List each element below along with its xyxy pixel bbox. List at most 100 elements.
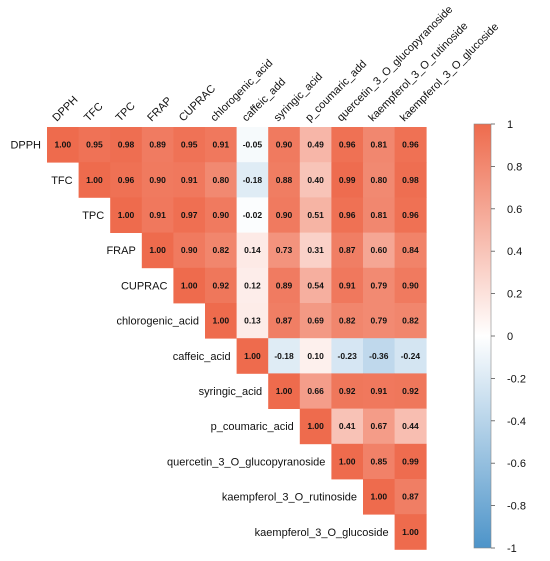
heatmap-cell [205,232,237,269]
heatmap-cell [268,303,301,339]
cell-value-label: 1.00 [213,316,230,326]
row-label-kaempferol-3-o-rutinoside: kaempferol_3_O_rutinoside [222,492,357,504]
heatmap-cell [331,232,364,269]
cell-value-label: 0.12 [244,280,261,290]
cell-value-label: 0.87 [339,245,356,255]
cell-value-label: -0.05 [243,140,263,150]
cell-value-label: 0.66 [307,386,324,396]
heatmap-cell [236,267,269,304]
row-label-kaempferol-3-o-glucoside: kaempferol_3_O_glucoside [255,527,389,539]
heatmap-cell [363,408,395,445]
heatmap-cell [173,162,206,198]
heatmap-cell [363,162,395,198]
row-label-cuprac: CUPRAC [121,280,168,292]
heatmap-cell [141,127,174,163]
heatmap-cell [236,232,269,269]
cell-value-label: 0.82 [402,316,419,326]
heatmap-cell [110,197,143,233]
heatmap-cell [363,303,395,339]
heatmap-cell [299,197,332,233]
heatmap-cell [394,373,427,409]
heatmap-cell [205,267,237,304]
row-labels: DPPH TFC TPC FRAP CUPRAC chlorogenic_acidcaff… [10,140,388,539]
cell-value-label: 0.90 [181,245,198,255]
heatmap-cell [141,232,174,269]
column-label-frap: FRAP [145,95,174,124]
cell-value-label: 0.92 [339,386,356,396]
row-label-frap: FRAP [106,245,135,257]
heatmap-cell [78,127,111,163]
cell-value-label: 0.95 [86,140,103,150]
cell-value-label: 0.91 [149,210,166,220]
cell-value-label: 0.79 [371,316,388,326]
column-label-dpph: DPPH [50,94,80,124]
heatmap-cell [173,197,206,233]
heatmap-cell [331,338,364,374]
cell-value-label: 0.31 [307,245,324,255]
heatmap-cell [394,408,427,445]
heatmap-cell [363,232,395,269]
heatmap-cell [47,127,79,163]
color-scale-tick-label: -1 [507,543,517,555]
cell-value-label: 0.87 [402,492,419,502]
cell-value-label: 0.13 [244,316,261,326]
color-scale-tick-label: 0 [507,331,513,343]
heatmap-cell [268,338,301,374]
heatmap-cell [268,373,301,409]
cell-value-label: -0.36 [369,351,389,361]
heatmap-cell [363,373,395,409]
cell-value-label: 0.99 [402,456,419,466]
heatmap-cell [205,162,237,198]
heatmap-cell [299,127,332,163]
heatmap-cell [363,479,395,515]
color-scale-tick-label: 1 [507,119,513,131]
heatmap-cell [331,127,364,163]
heatmap-cell [141,162,174,198]
heatmap-cell [363,338,395,374]
cell-value-label: 0.96 [339,210,356,220]
cell-value-label: 0.80 [371,175,388,185]
cell-value-label: 0.79 [371,280,388,290]
heatmap-cell [299,162,332,198]
color-scale-tick-label: 0.6 [507,204,522,216]
heatmap-cell [394,267,427,304]
cell-value-label: 0.96 [402,140,419,150]
heatmap-cell [299,303,332,339]
cell-value-label: 0.90 [276,140,293,150]
color-scale-tick-label: -0.8 [507,501,526,513]
cell-value-label: 1.00 [244,351,261,361]
heatmap-cell [299,373,332,409]
heatmap-cell [331,373,364,409]
heatmap-cell [236,162,269,198]
cell-value-label: 0.98 [402,175,419,185]
heatmap-cell [363,443,395,480]
heatmap-cell [394,338,427,374]
cell-value-label: 0.90 [213,210,230,220]
heatmap-cell [394,303,427,339]
heatmap-cell [394,162,427,198]
cell-value-label: 0.67 [371,421,388,431]
heatmap-cell [331,267,364,304]
heatmap-cell [173,232,206,269]
heatmap-cell [363,197,395,233]
cell-value-label: 0.60 [371,245,388,255]
heatmap-cell [363,267,395,304]
cell-value-label: 0.81 [371,210,388,220]
heatmap-cell [331,162,364,198]
color-scale-tick-label: 0.4 [507,246,522,258]
cell-value-label: 0.91 [339,280,356,290]
row-label-syringic-acid: syringic_acid [199,386,263,398]
cell-value-label: 1.00 [181,280,198,290]
cell-value-label: -0.18 [274,351,294,361]
row-label-caffeic-acid: caffeic_acid [173,351,231,363]
cell-value-label: 1.00 [307,421,324,431]
color-scale-tick-label: -0.4 [507,416,526,428]
cell-value-label: 0.82 [213,245,230,255]
heatmap-cell [299,408,332,445]
heatmap-cell [110,162,143,198]
cell-value-label: 0.97 [181,210,198,220]
column-labels: DPPH TFC TPC FRAP CUPRACchlorogenic_acidcaff… [50,4,501,124]
row-label-p-coumaric-acid: p_coumaric_acid [211,421,294,433]
